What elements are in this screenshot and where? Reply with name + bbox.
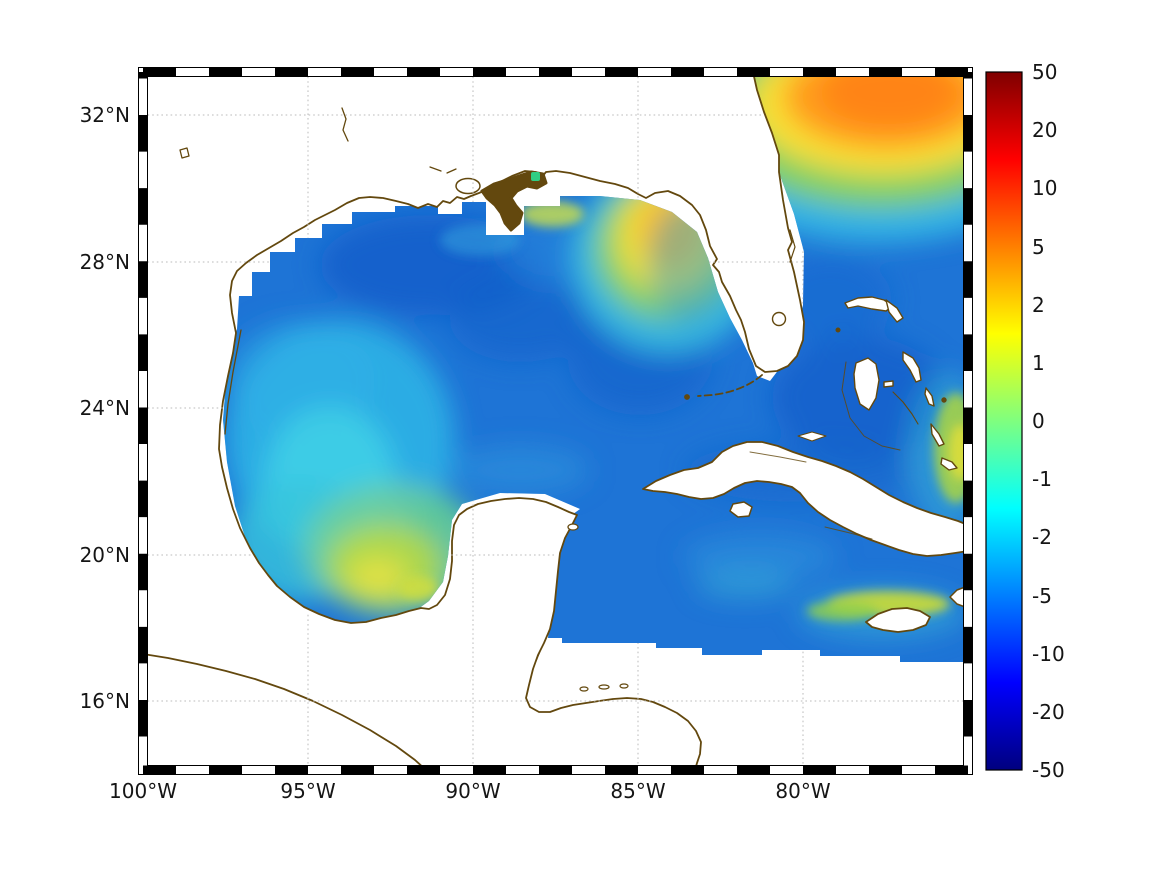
colorbar-tick-label: 0 [1032, 409, 1045, 433]
lon-tick-label: 85°W [610, 779, 665, 803]
frame-outline-inner [147, 76, 964, 766]
texas-barrier-islands [224, 329, 242, 435]
river-squiggles [179, 107, 457, 174]
colorbar-tick-label: 1 [1032, 351, 1045, 375]
mobile-bay-data-pixel [531, 172, 540, 181]
colorbar-tick-label: -5 [1032, 584, 1052, 608]
colorbar-tick-label: 10 [1032, 176, 1057, 200]
lat-tick-label: 16°N [80, 689, 130, 713]
colorbar: 50 20 10 5 2 1 0 -1 -2 -5 -10 -20 -50 [985, 60, 1065, 782]
colorbar-tick-label: 2 [1032, 293, 1045, 317]
cuba-coastline [642, 441, 968, 557]
honduras-bay-islands [579, 683, 629, 692]
belize-cays [535, 648, 542, 662]
florida-keys [697, 374, 763, 397]
lon-tick-label: 90°W [445, 779, 500, 803]
lat-tick-label: 20°N [80, 543, 130, 567]
lake-okeechobee [771, 311, 787, 327]
colorbar-tick-label: 5 [1032, 235, 1045, 259]
colorbar-tick-label: -1 [1032, 467, 1052, 491]
dry-tortugas-island [684, 394, 690, 400]
coastline-layer [143, 72, 968, 770]
colorbar-tick-labels: 50 20 10 5 2 1 0 -1 -2 -5 -10 -20 -50 [1032, 60, 1065, 782]
lon-tick-label: 95°W [280, 779, 335, 803]
colorbar-gradient-bar [985, 71, 1023, 771]
lat-tick-label: 24°N [80, 396, 130, 420]
map-frame [138, 67, 973, 775]
colorbar-tick-label: 50 [1032, 60, 1057, 84]
frame-outline-outer [138, 67, 973, 775]
latitude-axis-labels: 32°N 28°N 24°N 20°N 16°N [80, 103, 130, 713]
colorbar-tick-label: -20 [1032, 700, 1065, 724]
jamaica-coastline [865, 607, 931, 633]
mississippi-delta [480, 170, 548, 232]
lat-tick-label: 32°N [80, 103, 130, 127]
colorbar-tick-label: -2 [1032, 525, 1052, 549]
pacific-coastline [143, 653, 427, 770]
lon-tick-label: 80°W [775, 779, 830, 803]
isla-de-la-juventud [729, 501, 753, 518]
cuba-south-cays [824, 526, 873, 540]
bahamas-islands [797, 296, 958, 471]
lake-pontchartrain [455, 177, 481, 195]
longitude-axis-labels: 100°W 95°W 90°W 85°W 80°W [109, 779, 831, 803]
colorbar-tick-label: 20 [1032, 118, 1057, 142]
lon-tick-label: 100°W [109, 779, 177, 803]
colorbar-tick-label: -10 [1032, 642, 1065, 666]
colorbar-tick-label: -50 [1032, 758, 1065, 782]
cozumel-island [567, 523, 579, 531]
cuba-north-cays [749, 451, 807, 463]
cape-canaveral-barrier [789, 229, 796, 263]
lat-tick-label: 28°N [80, 250, 130, 274]
